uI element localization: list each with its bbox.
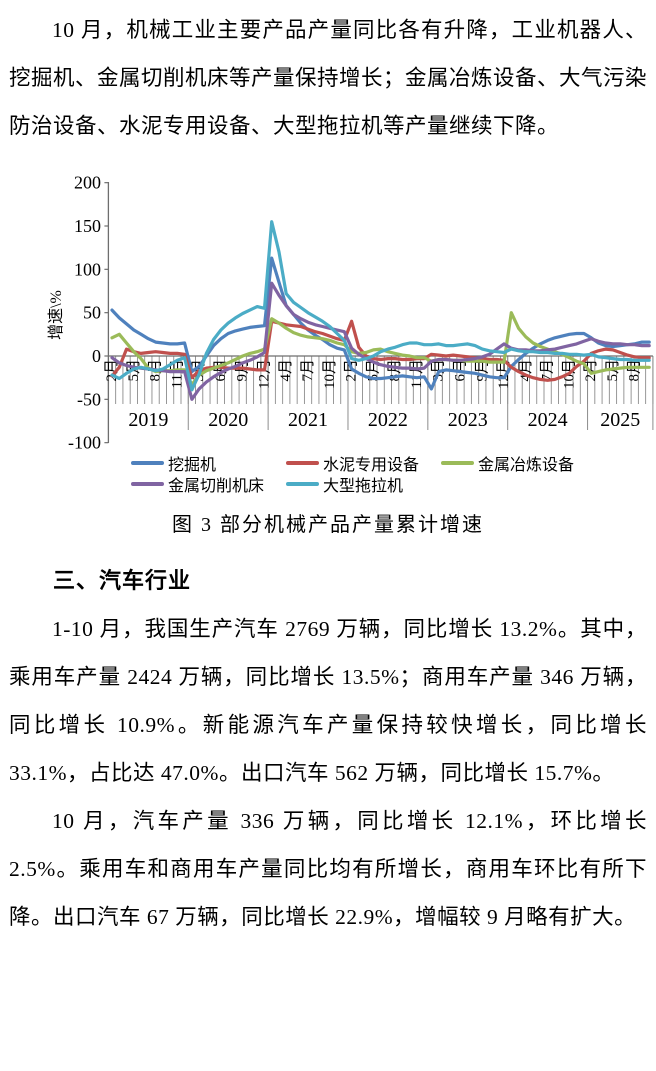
month-label: 4月 <box>278 359 294 382</box>
figure-3: 200 150 100 50 0 -50 -100 增速\% 2月 5月 8月 11月 3月 6月 9月 12… <box>9 158 654 537</box>
year-label: 2020 <box>208 409 248 431</box>
year-label: 2024 <box>528 409 568 431</box>
legend-label: 大型拖拉机 <box>323 477 404 495</box>
legend-row: 挖掘机 水泥专用设备 金属冶炼设备 <box>131 451 647 475</box>
chart-legend: 挖掘机 水泥专用设备 金属冶炼设备金属切削机床 大型拖拉机 <box>9 451 647 496</box>
y-tick-label: 50 <box>83 303 101 323</box>
month-label: 7月 <box>540 359 556 382</box>
legend-swatch-large-tractor <box>286 481 319 486</box>
paragraph-auto-october: 10 月，汽车产量 336 万辆，同比增长 12.1%，环比增长 2.5%。乘用… <box>9 809 647 929</box>
legend-label: 金属冶炼设备 <box>478 456 575 474</box>
legend-item-metal-cutting-machine-tools: 金属切削机床 <box>131 472 286 496</box>
year-label: 2021 <box>288 409 328 431</box>
figure-caption: 图 3 部分机械产品产量累计增速 <box>172 514 484 536</box>
legend-label: 金属切削机床 <box>168 477 265 495</box>
series-line-metal-cutting-machine-tools <box>110 281 651 401</box>
legend-swatch-excavator <box>131 460 164 465</box>
legend-item-metal-smelting-equipment: 金属冶炼设备 <box>441 451 596 475</box>
y-tick-label: -100 <box>68 433 101 450</box>
y-tick-label: 0 <box>92 346 101 366</box>
legend-item-cement-special-equipment: 水泥专用设备 <box>286 451 441 475</box>
month-label: 11月 <box>409 359 425 388</box>
year-label: 2025 <box>600 409 640 431</box>
section-heading-auto-industry: 三、汽车行业 <box>53 568 192 593</box>
month-label: 12月 <box>256 359 272 389</box>
month-label: 8月 <box>627 359 643 382</box>
month-label: 7月 <box>300 359 316 382</box>
legend-label: 挖掘机 <box>168 456 217 474</box>
legend-swatch-metal-smelting-equipment <box>441 460 474 465</box>
paragraph-machinery-products: 10 月，机械工业主要产品产量同比各有升降，工业机器人、挖掘机、金属切削机床等产… <box>9 18 648 138</box>
y-tick-label: -50 <box>77 389 101 409</box>
year-label: 2019 <box>128 409 168 431</box>
year-label: 2022 <box>368 409 408 431</box>
month-label: 10月 <box>322 359 338 389</box>
paragraph-auto-cumulative: 1-10 月，我国生产汽车 2769 万辆，同比增长 13.2%。其中，乘用车产… <box>9 617 647 785</box>
line-chart: 200 150 100 50 0 -50 -100 增速\% 2月 5月 8月 11月 3月 6月 9月 12… <box>9 158 656 453</box>
legend-label: 水泥专用设备 <box>323 456 420 474</box>
legend-item-large-tractor: 大型拖拉机 <box>286 472 441 496</box>
month-label: 11月 <box>169 359 185 388</box>
legend-swatch-cement-special-equipment <box>286 460 319 465</box>
year-label: 2023 <box>448 409 488 431</box>
y-axis-title: 增速\% <box>47 290 65 340</box>
legend-row: 金属切削机床 大型拖拉机 <box>131 472 647 496</box>
legend-swatch-metal-cutting-machine-tools <box>131 481 164 486</box>
y-tick-label: 150 <box>74 216 101 236</box>
legend-item-excavator: 挖掘机 <box>131 451 286 475</box>
y-tick-label: 100 <box>74 259 101 279</box>
month-label: 2月 <box>583 359 599 382</box>
series-line-large-tractor <box>110 220 651 392</box>
month-label: 12月 <box>496 359 512 389</box>
y-tick-label: 200 <box>74 173 101 193</box>
